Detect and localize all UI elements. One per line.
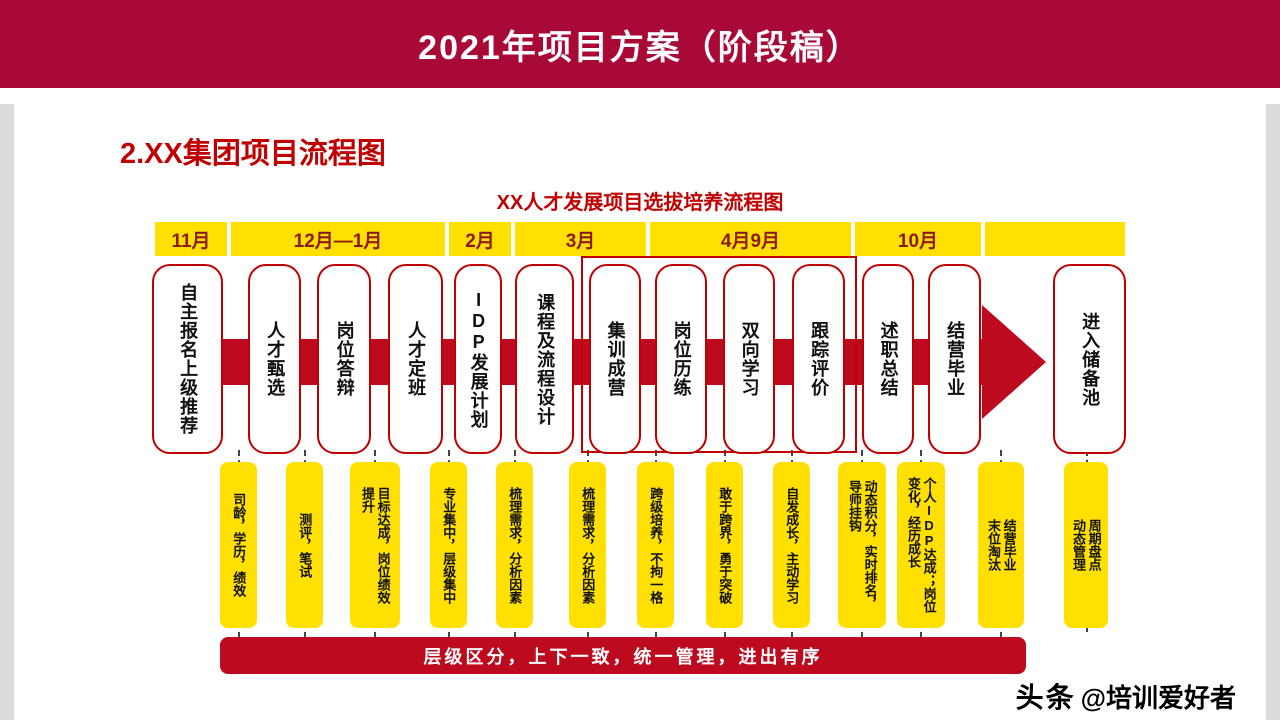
stage-pill: 岗位答辩 [317, 264, 371, 454]
detail-box: 个人IDP达成；岗位 变化，经历成长 [897, 462, 945, 628]
detail-box: 自发成长，主动学习 [773, 462, 810, 628]
stage-pill-label: 跟踪评价 [809, 321, 830, 397]
top-banner: 2021年项目方案（阶段稿） [0, 0, 1280, 88]
stage-pill: 岗位历练 [655, 264, 707, 454]
watermark-handle: @培训爱好者 [1080, 683, 1236, 713]
detail-box-text: 测评，笔试 [297, 512, 313, 578]
flow-arrow-head [982, 305, 1046, 419]
stage-pill-label: 进入储备池 [1080, 311, 1101, 407]
detail-box: 结营毕业 末位淘汰 [978, 462, 1024, 628]
stage-pill: 人才甄选 [248, 264, 301, 454]
stage-pill: 自主报名上级推荐 [152, 264, 223, 454]
detail-box: 敢于跨界，勇于突破 [706, 462, 743, 628]
detail-box-text: 跨级培养，不拘一格 [648, 486, 664, 604]
stage-pill: 跟踪评价 [792, 264, 845, 454]
timeline-segment: 4月9月 [650, 222, 851, 256]
detail-box: 梳理需求，分析因素 [496, 462, 533, 628]
timeline-month-label: 12月—1月 [293, 230, 383, 252]
detail-box: 司龄，学历，绩效 [220, 462, 257, 628]
detail-box-text: 专业集中，层级集中 [441, 486, 457, 604]
stage-pill-label: 人才甄选 [265, 321, 286, 397]
stage-pill-label: 双向学习 [739, 321, 760, 397]
stage-pill-label: 课程及流程设计 [535, 292, 556, 426]
slide-edge-right [1266, 104, 1280, 720]
stage-pill-label: 集训成营 [605, 321, 626, 397]
section-title: 2.XX集团项目流程图 [120, 138, 386, 170]
stage-pill-label: 自主报名上级推荐 [178, 283, 199, 435]
detail-box-text: 结营毕业 末位淘汰 [986, 519, 1017, 571]
timeline-month-label: 11月 [171, 230, 211, 252]
watermark: 头条 @培训爱好者 [1016, 676, 1236, 716]
timeline-segment: 12月—1月 [231, 222, 445, 256]
watermark-brand: 头条 [1015, 682, 1076, 713]
stage-pill: 述职总结 [862, 264, 914, 454]
banner-title: 2021年项目方案（阶段稿） [418, 28, 862, 67]
detail-box: 跨级培养，不拘一格 [637, 462, 674, 628]
detail-box-text: 敢于跨界，勇于突破 [717, 486, 733, 604]
stage-pill-label: 岗位历练 [671, 321, 692, 397]
timeline-month-label: 3月 [565, 230, 596, 252]
detail-box-text: 司龄，学历，绩效 [231, 493, 247, 597]
timeline-segment: 2月 [449, 222, 511, 256]
training-phase-outline [581, 256, 857, 453]
stage-pill-label: 岗位答辩 [334, 321, 355, 397]
stage-pill: 双向学习 [723, 264, 775, 454]
timeline-segment: 3月 [515, 222, 646, 256]
detail-box-text: 动态积分，实时排名， 导师挂钩 [847, 480, 878, 610]
stage-pill: 结营毕业 [928, 264, 981, 454]
timeline-segment: 11月 [155, 222, 227, 256]
stage-pill: 集训成营 [589, 264, 641, 454]
detail-box: 专业集中，层级集中 [430, 462, 467, 628]
stage-pill: 课程及流程设计 [515, 264, 574, 454]
detail-box: 周期盘点 动态管理 [1064, 462, 1108, 628]
detail-box: 动态积分，实时排名， 导师挂钩 [838, 462, 886, 628]
stage-pill-label: 结营毕业 [945, 321, 966, 397]
stage-pill-label: 述职总结 [878, 321, 899, 397]
detail-box: 梳理需求，分析因素 [569, 462, 606, 628]
bottom-banner: 层级区分，上下一致，统一管理，进出有序 [220, 637, 1026, 674]
detail-box: 测评，笔试 [286, 462, 323, 628]
detail-box-text: 梳理需求，分析因素 [507, 486, 523, 604]
stage-pill: 进入储备池 [1053, 264, 1126, 454]
detail-box-text: 周期盘点 动态管理 [1071, 519, 1102, 571]
slide-edge-left [0, 104, 14, 720]
stage-pill: 人才定班 [388, 264, 443, 454]
detail-box-text: 目标达成，岗位绩效 提升 [360, 486, 391, 604]
detail-box-text: 个人IDP达成；岗位 变化，经历成长 [906, 477, 937, 613]
timeline-segment: 10月 [855, 222, 981, 256]
detail-box-text: 自发成长，主动学习 [784, 486, 800, 604]
stage-pill-label: IDP发展计划 [468, 289, 489, 429]
timeline-segment [985, 222, 1125, 256]
timeline-month-label: 10月 [897, 230, 939, 252]
stage-pill-label: 人才定班 [406, 321, 427, 397]
timeline-month-label: 4月9月 [720, 230, 781, 252]
stage-pill: IDP发展计划 [454, 264, 502, 454]
timeline-month-label: 2月 [465, 230, 495, 252]
diagram-title: XX人才发展项目选拔培养流程图 [496, 192, 784, 214]
detail-box: 目标达成，岗位绩效 提升 [350, 462, 400, 628]
detail-box-text: 梳理需求，分析因素 [580, 486, 596, 604]
